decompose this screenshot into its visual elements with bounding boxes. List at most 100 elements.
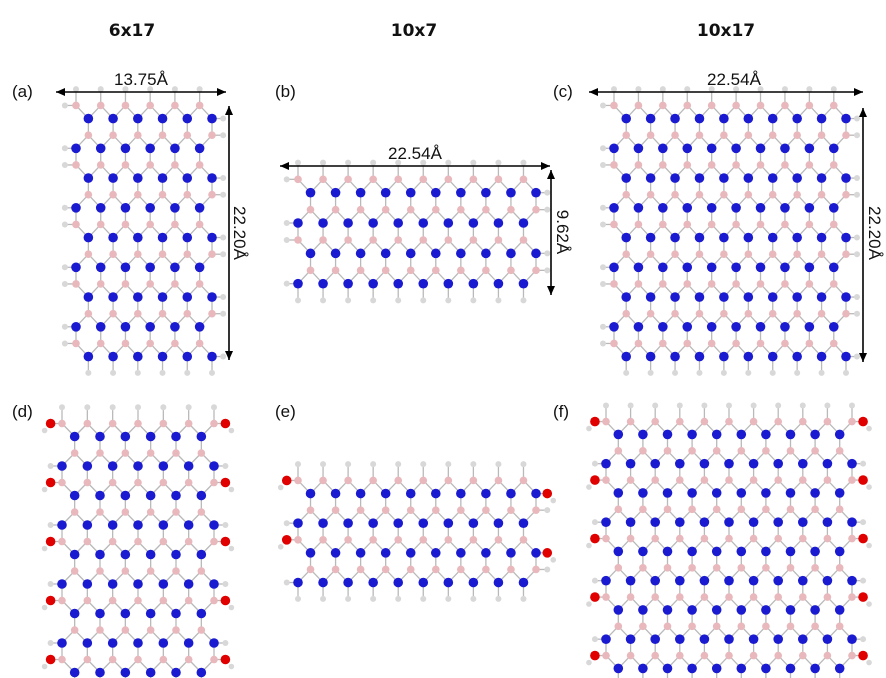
boron-atom	[749, 534, 758, 543]
nitrogen-atom	[207, 232, 217, 243]
nitrogen-atom	[430, 187, 441, 198]
boron-atom	[614, 564, 623, 572]
boron-atom	[319, 175, 327, 184]
boron-atom	[195, 220, 204, 229]
boron-atom	[72, 101, 80, 110]
boron-atom	[210, 655, 218, 664]
nitrogen-atom	[418, 577, 429, 588]
boron-atom	[109, 250, 117, 259]
boron-atom	[469, 175, 478, 184]
nitrogen-atom	[207, 113, 217, 124]
nitrogen-atom	[810, 605, 820, 615]
hydrogen-atom	[61, 221, 68, 228]
boron-atom	[749, 417, 758, 426]
nitrogen-atom	[736, 429, 747, 440]
nitrogen-atom	[724, 575, 734, 586]
boron-atom	[108, 419, 117, 428]
boron-atom	[823, 534, 832, 543]
boron-atom	[756, 339, 765, 348]
hydrogen-atom	[345, 297, 352, 304]
nitrogen-atom	[108, 292, 118, 302]
hydrogen-atom	[600, 340, 607, 347]
nitrogen-atom	[601, 517, 611, 527]
hydrogen-atom	[220, 294, 227, 301]
nitrogen-atom	[743, 113, 754, 124]
hydrogen-atom	[520, 159, 527, 166]
nitrogen-atom	[171, 431, 181, 442]
molecule-c	[600, 86, 860, 376]
boron-atom	[146, 508, 155, 516]
boron-atom	[712, 447, 721, 455]
boron-atom	[712, 505, 721, 514]
nitrogen-atom	[731, 143, 741, 154]
boron-atom	[356, 565, 365, 574]
nitrogen-atom	[343, 278, 353, 289]
nitrogen-atom	[145, 431, 156, 442]
hydrogen-atom	[110, 369, 117, 376]
nitrogen-atom	[780, 202, 790, 213]
boron-atom	[768, 190, 777, 199]
boron-atom	[817, 190, 826, 199]
hydrogen-atom	[652, 402, 659, 409]
nitrogen-atom	[209, 579, 219, 589]
nitrogen-atom	[736, 605, 747, 615]
nitrogen-atom	[518, 278, 529, 289]
boron-atom	[626, 651, 635, 660]
nitrogen-atom	[755, 262, 766, 273]
nitrogen-atom	[706, 143, 717, 154]
nitrogen-atom	[443, 518, 454, 528]
nitrogen-atom	[95, 667, 105, 678]
nitrogen-atom	[834, 488, 845, 498]
hydrogen-atom	[283, 220, 290, 227]
boron-atom	[121, 220, 130, 229]
boron-atom	[663, 447, 672, 455]
boron-atom	[96, 567, 104, 575]
nitrogen-atom	[120, 667, 131, 678]
boron-atom	[184, 537, 193, 546]
nitrogen-atom	[120, 202, 131, 213]
hydrogen-atom	[627, 402, 634, 409]
nitrogen-atom	[724, 458, 734, 469]
hydrogen-atom	[228, 427, 235, 434]
boron-atom	[749, 476, 758, 484]
boron-atom	[651, 651, 659, 660]
nitrogen-atom	[662, 488, 673, 498]
boron-atom	[602, 534, 610, 543]
boron-atom	[774, 534, 782, 543]
boron-atom	[707, 280, 716, 288]
hydrogen-atom	[283, 280, 290, 287]
nitrogen-atom	[330, 187, 341, 198]
boron-atom	[651, 476, 659, 484]
hydrogen-atom	[228, 663, 235, 670]
nitrogen-atom	[792, 351, 802, 362]
hydrogen-atom	[61, 204, 68, 211]
nitrogen-atom	[767, 173, 778, 183]
nitrogen-atom	[182, 292, 193, 302]
nitrogen-atom	[682, 143, 693, 154]
nitrogen-atom	[638, 488, 648, 498]
boron-atom	[683, 280, 692, 288]
nitrogen-atom	[318, 278, 328, 289]
nitrogen-atom	[841, 232, 851, 243]
nitrogen-atom	[170, 202, 180, 213]
boron-atom	[72, 280, 80, 288]
boron-atom	[519, 476, 528, 485]
boron-atom	[688, 505, 696, 514]
hydrogen-atom	[109, 404, 116, 411]
hydrogen-atom	[591, 460, 598, 467]
nitrogen-atom	[816, 173, 827, 183]
boron-atom	[121, 339, 130, 348]
boron-atom	[121, 280, 130, 288]
boron-atom	[331, 565, 340, 574]
hydrogen-atom	[866, 484, 872, 490]
hydrogen-atom	[220, 251, 227, 258]
boron-atom	[786, 564, 795, 572]
boron-atom	[482, 565, 490, 574]
boron-atom	[835, 564, 844, 572]
nitrogen-atom	[69, 608, 80, 619]
boron-atom	[431, 266, 440, 275]
nitrogen-atom	[773, 634, 783, 644]
nitrogen-atom	[207, 292, 217, 302]
nitrogen-atom	[196, 667, 207, 678]
nitrogen-atom	[785, 546, 796, 557]
